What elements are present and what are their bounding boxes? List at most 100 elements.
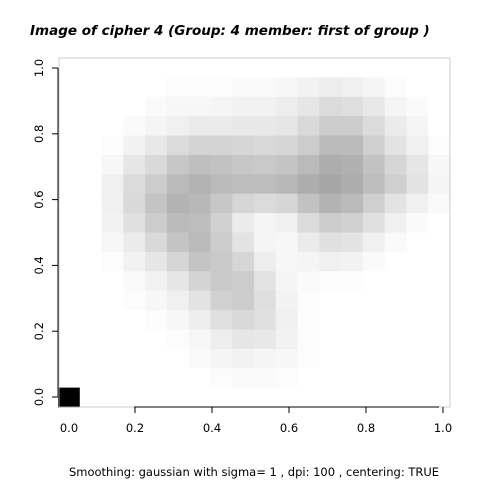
heatmap-cell [102,252,124,272]
heatmap-cell [102,97,124,117]
heatmap-cell [298,271,320,291]
heatmap-cell [319,97,341,117]
heatmap-cell [406,388,428,408]
heatmap-cell [145,271,167,291]
heatmap-cell [319,388,341,408]
heatmap-cell [210,291,232,311]
heatmap-cell [189,136,211,156]
heatmap-cell [406,97,428,117]
heatmap-cell [298,310,320,330]
heatmap-cell [276,174,298,194]
heatmap-cell [254,329,276,349]
heatmap-cell [298,329,320,349]
heatmap-cell [102,329,124,349]
x-tick-label: 1.0 [434,421,452,435]
heatmap-cell [167,58,189,78]
heatmap-cell [210,271,232,291]
heatmap-cell [58,329,80,349]
heatmap-cell [385,77,407,97]
heatmap-cell [80,388,102,408]
heatmap-cell [385,174,407,194]
heatmap-cell [298,252,320,272]
heatmap-cell [341,97,363,117]
heatmap-cell [123,233,145,253]
heatmap-cell [341,155,363,175]
heatmap-cell [145,368,167,388]
heatmap-cell [58,271,80,291]
heatmap-cell [406,329,428,349]
heatmap-cell [341,213,363,233]
heatmap-cell [210,194,232,214]
heatmap-cell [189,368,211,388]
heatmap-cell [406,252,428,272]
heatmap-cell [58,349,80,369]
heatmap-cell [341,174,363,194]
heatmap-cell [189,388,211,408]
heatmap-cell [145,388,167,408]
heatmap-cell [123,194,145,214]
heatmap-cell [406,271,428,291]
heatmap-cell [167,97,189,117]
heatmap-cell [254,58,276,78]
heatmap-cell [385,271,407,291]
heatmap-cell [276,252,298,272]
heatmap-cell [341,271,363,291]
heatmap-cell [363,291,385,311]
heatmap-cell [363,213,385,233]
smoothing-caption: Smoothing: gaussian with sigma= 1 , dpi:… [69,465,439,479]
heatmap-cell [102,136,124,156]
heatmap-cell [276,213,298,233]
heatmap-cell [363,194,385,214]
heatmap-cell [167,155,189,175]
heatmap-cell [363,310,385,330]
heatmap-cell [145,349,167,369]
heatmap-cell [58,155,80,175]
heatmap-cell [189,116,211,136]
heatmap-cell [319,233,341,253]
heatmap-cell [363,388,385,408]
heatmap-cell [428,58,450,78]
heatmap-cell [406,291,428,311]
heatmap-cell [189,58,211,78]
heatmap-cell [123,155,145,175]
heatmap-cell [254,116,276,136]
heatmap-cell [385,213,407,233]
heatmap-cell [254,252,276,272]
heatmap-cell [298,97,320,117]
heatmap-cell [123,174,145,194]
heatmap-cell [210,136,232,156]
heatmap-cell [189,252,211,272]
heatmap-cell [406,194,428,214]
heatmap-cell [276,368,298,388]
heatmap-cell [385,136,407,156]
heatmap-cell [189,291,211,311]
heatmap-cell [406,368,428,388]
heatmap-cell [123,291,145,311]
x-tick-label: 0.8 [357,421,375,435]
heatmap-cell [167,388,189,408]
heatmap-cell [80,213,102,233]
heatmap-cell [167,329,189,349]
heatmap-cell [58,136,80,156]
heatmap-cell [210,174,232,194]
heatmap-cell [145,155,167,175]
heatmap-cell [428,329,450,349]
heatmap-cell [123,97,145,117]
heatmap-cell [80,368,102,388]
heatmap-cell [210,349,232,369]
heatmap-cell [385,97,407,117]
heatmap-cell [102,58,124,78]
heatmap-cell [428,213,450,233]
heatmap-cell [210,368,232,388]
heatmap-cell [406,233,428,253]
heatmap-cell [102,271,124,291]
heatmap-cell [102,155,124,175]
heatmap-cell [210,388,232,408]
heatmap-cell [385,291,407,311]
heatmap-cell [276,136,298,156]
heatmap-cell [254,136,276,156]
heatmap-cell [428,349,450,369]
heatmap-cell [406,155,428,175]
x-tick-label: 0.2 [126,421,144,435]
heatmap-cell [406,116,428,136]
